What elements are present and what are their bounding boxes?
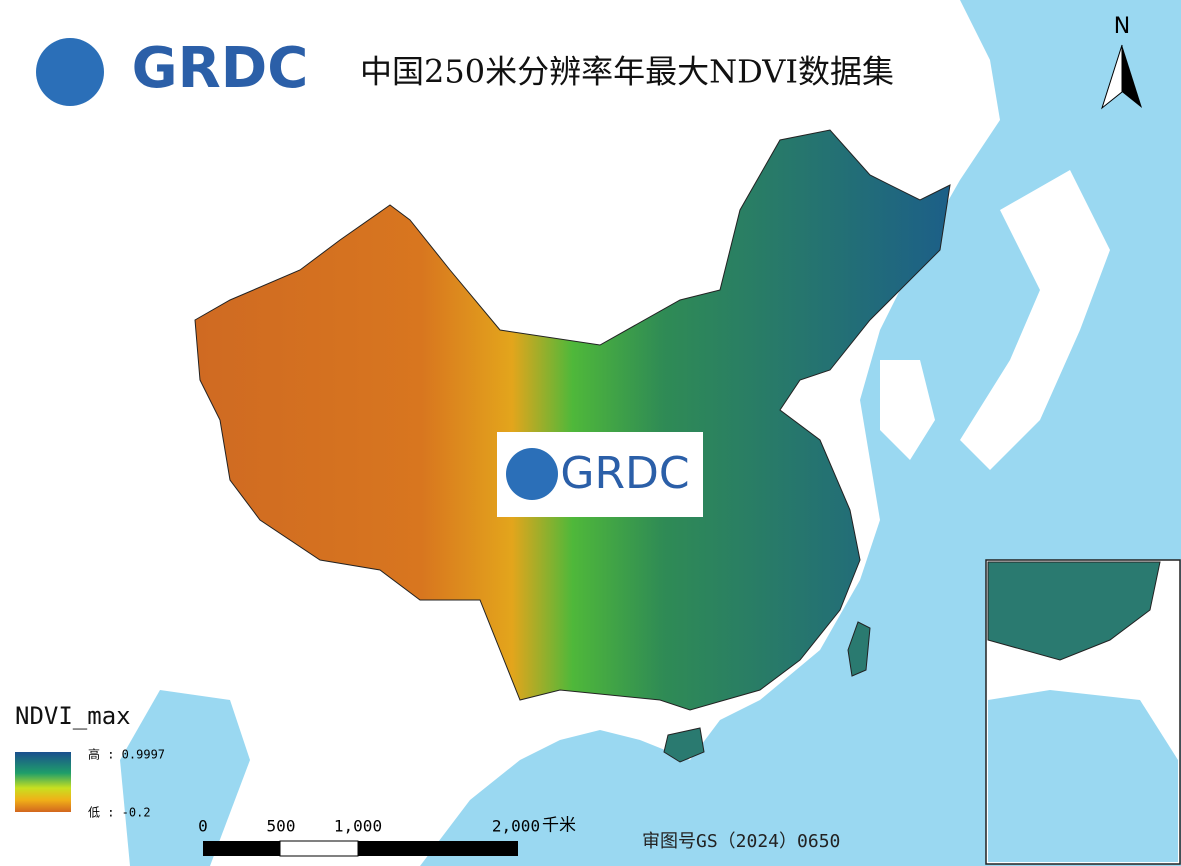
logo-text: GRDC <box>132 36 309 101</box>
scale-label: 2,000 <box>492 817 540 836</box>
watermark-globe <box>506 448 558 500</box>
scale-segment <box>358 841 518 856</box>
legend-low: 低 : -0.2 <box>88 806 151 820</box>
scale-label: 500 <box>267 817 296 836</box>
scale-label: 1,000 <box>334 817 382 836</box>
scale-segment <box>279 840 359 857</box>
bay <box>120 690 250 866</box>
scale-label: 0 <box>198 817 208 836</box>
approval-number: 审图号GS（2024）0650 <box>642 831 840 852</box>
legend-ramp <box>15 752 71 812</box>
map-title: 中国250米分辨率年最大NDVI数据集 <box>360 53 894 91</box>
china-ndvi <box>194 129 951 711</box>
scale-segment <box>203 841 280 856</box>
inset-land <box>987 561 1161 661</box>
north-arrow-right <box>1122 45 1142 108</box>
logo-globe <box>36 38 104 106</box>
watermark-text: GRDC <box>560 448 689 499</box>
hainan <box>663 727 705 763</box>
legend-title: NDVI_max <box>15 702 131 730</box>
north-label: N <box>1114 14 1130 39</box>
legend-high: 高 : 0.9997 <box>88 747 165 762</box>
inset-sea <box>988 690 1178 862</box>
korea <box>880 360 935 460</box>
scale-unit: 千米 <box>542 816 576 836</box>
taiwan <box>847 621 871 677</box>
japan <box>960 170 1110 470</box>
